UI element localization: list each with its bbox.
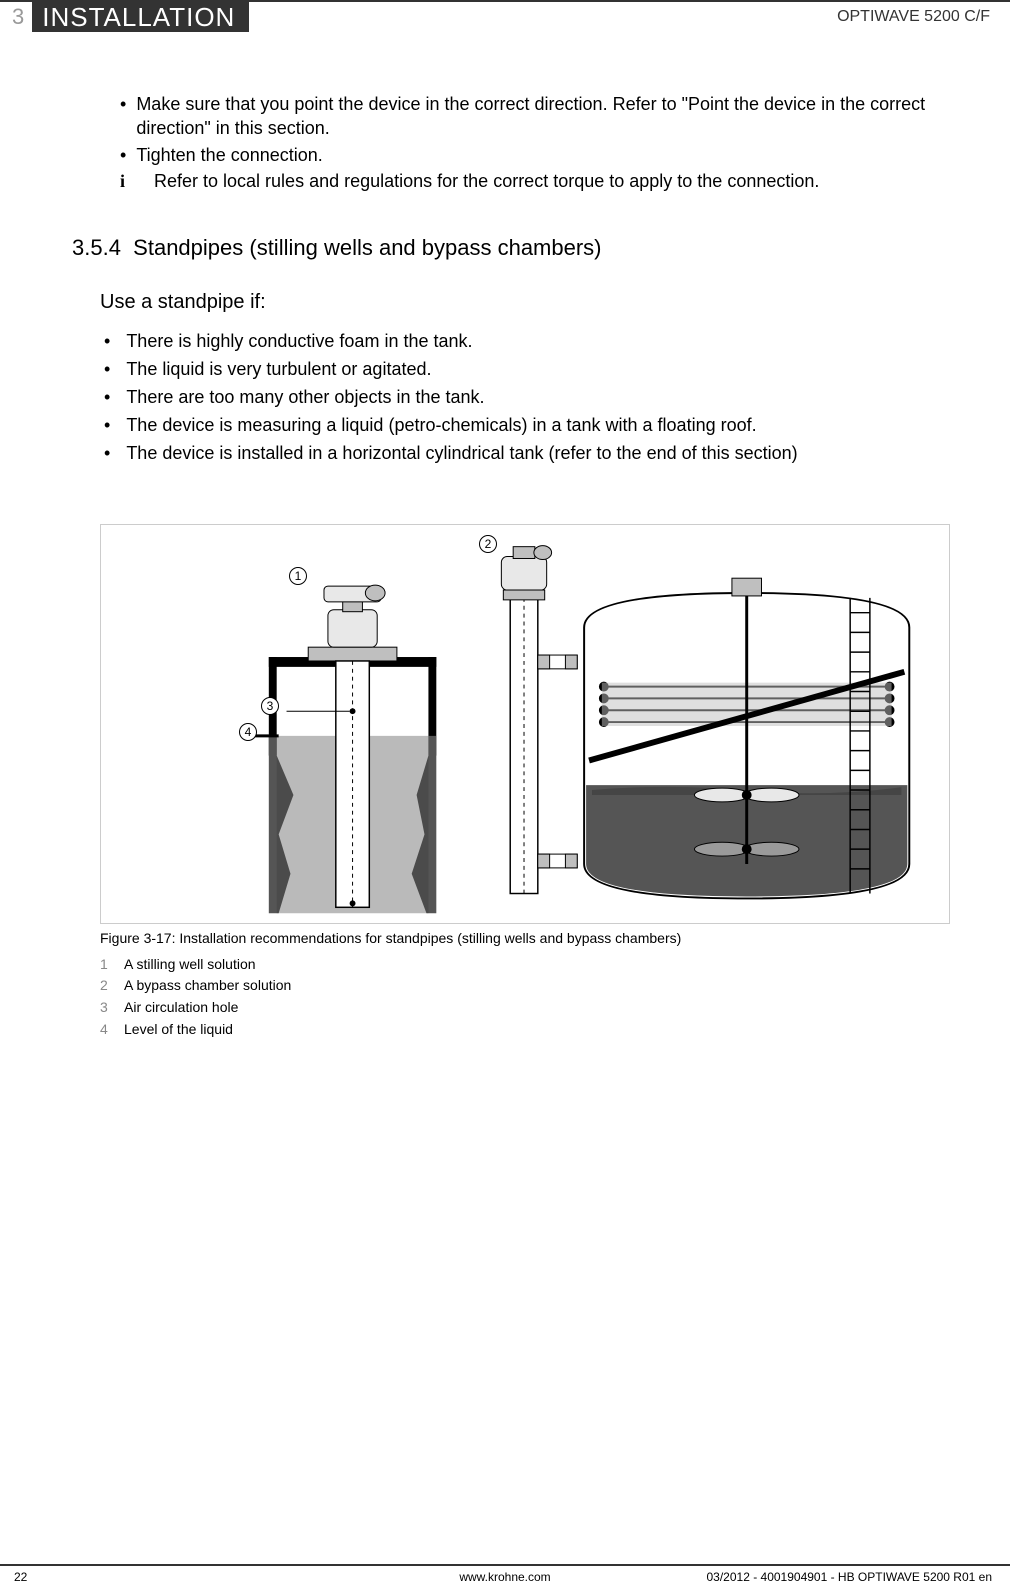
page-number: 22 bbox=[0, 1570, 27, 1584]
intro-text: Make sure that you point the device in t… bbox=[136, 92, 950, 141]
condition-text: There are too many other objects in the … bbox=[126, 384, 484, 412]
condition-item: • There are too many other objects in the… bbox=[100, 384, 950, 412]
section-title: Standpipes (stilling wells and bypass ch… bbox=[133, 235, 601, 260]
product-name: OPTIWAVE 5200 C/F bbox=[837, 8, 1010, 26]
figure-legend: 1A stilling well solution 2A bypass cham… bbox=[100, 954, 950, 1041]
chapter-title: INSTALLATION bbox=[32, 2, 249, 32]
legend-text: Level of the liquid bbox=[124, 1019, 233, 1041]
bullet-icon: • bbox=[120, 92, 126, 141]
bullet-icon: • bbox=[104, 328, 110, 356]
legend-number: 2 bbox=[100, 975, 124, 997]
condition-text: The liquid is very turbulent or agitated… bbox=[126, 356, 431, 384]
legend-text: A bypass chamber solution bbox=[124, 975, 291, 997]
legend-number: 1 bbox=[100, 954, 124, 976]
section-number: 3.5.4 bbox=[72, 235, 121, 260]
condition-item: • The device is measuring a liquid (petro… bbox=[100, 412, 950, 440]
footer-url: www.krohne.com bbox=[459, 1570, 550, 1584]
info-text: Refer to local rules and regulations for… bbox=[154, 169, 819, 193]
condition-text: The device is installed in a horizontal … bbox=[126, 440, 797, 468]
condition-item: • The device is installed in a horizontal… bbox=[100, 440, 950, 468]
footer-docref: 03/2012 - 4001904901 - HB OPTIWAVE 5200 … bbox=[706, 1570, 1010, 1584]
legend-item: 3Air circulation hole bbox=[100, 997, 950, 1019]
intro-bullets: •Make sure that you point the device in … bbox=[120, 92, 950, 193]
bullet-icon: • bbox=[104, 440, 110, 468]
info-icon: i bbox=[120, 169, 130, 193]
callout-3: 3 bbox=[261, 697, 279, 715]
sub-heading: Use a standpipe if: bbox=[100, 291, 950, 314]
chapter-number: 3 bbox=[0, 4, 32, 30]
callout-4: 4 bbox=[239, 723, 257, 741]
bullet-icon: • bbox=[120, 143, 126, 167]
callout-1: 1 bbox=[289, 567, 307, 585]
bullet-icon: • bbox=[104, 412, 110, 440]
callout-2: 2 bbox=[479, 535, 497, 553]
section-heading: 3.5.4 Standpipes (stilling wells and byp… bbox=[72, 235, 950, 261]
intro-text: Tighten the connection. bbox=[136, 143, 322, 167]
condition-text: There is highly conductive foam in the t… bbox=[126, 328, 472, 356]
info-item: i Refer to local rules and regulations fo… bbox=[120, 169, 950, 193]
legend-item: 1A stilling well solution bbox=[100, 954, 950, 976]
intro-item: •Make sure that you point the device in … bbox=[120, 92, 950, 141]
legend-item: 2A bypass chamber solution bbox=[100, 975, 950, 997]
legend-number: 3 bbox=[100, 997, 124, 1019]
condition-item: • There is highly conductive foam in the … bbox=[100, 328, 950, 356]
page-footer: 22 www.krohne.com 03/2012 - 4001904901 -… bbox=[0, 1564, 1010, 1584]
legend-text: Air circulation hole bbox=[124, 997, 238, 1019]
conditions-list: • There is highly conductive foam in the … bbox=[100, 328, 950, 467]
bullet-icon: • bbox=[104, 384, 110, 412]
bullet-icon: • bbox=[104, 356, 110, 384]
intro-item: • Tighten the connection. bbox=[120, 143, 950, 167]
legend-text: A stilling well solution bbox=[124, 954, 256, 976]
condition-item: • The liquid is very turbulent or agitate… bbox=[100, 356, 950, 384]
legend-item: 4Level of the liquid bbox=[100, 1019, 950, 1041]
figure-diagram: 1 2 3 4 bbox=[100, 524, 950, 924]
page-header: 3 INSTALLATION OPTIWAVE 5200 C/F bbox=[0, 0, 1010, 32]
figure-caption: Figure 3-17: Installation recommendation… bbox=[100, 930, 950, 946]
condition-text: The device is measuring a liquid (petro-… bbox=[126, 412, 756, 440]
page-content: •Make sure that you point the device in … bbox=[0, 32, 1010, 1040]
legend-number: 4 bbox=[100, 1019, 124, 1041]
